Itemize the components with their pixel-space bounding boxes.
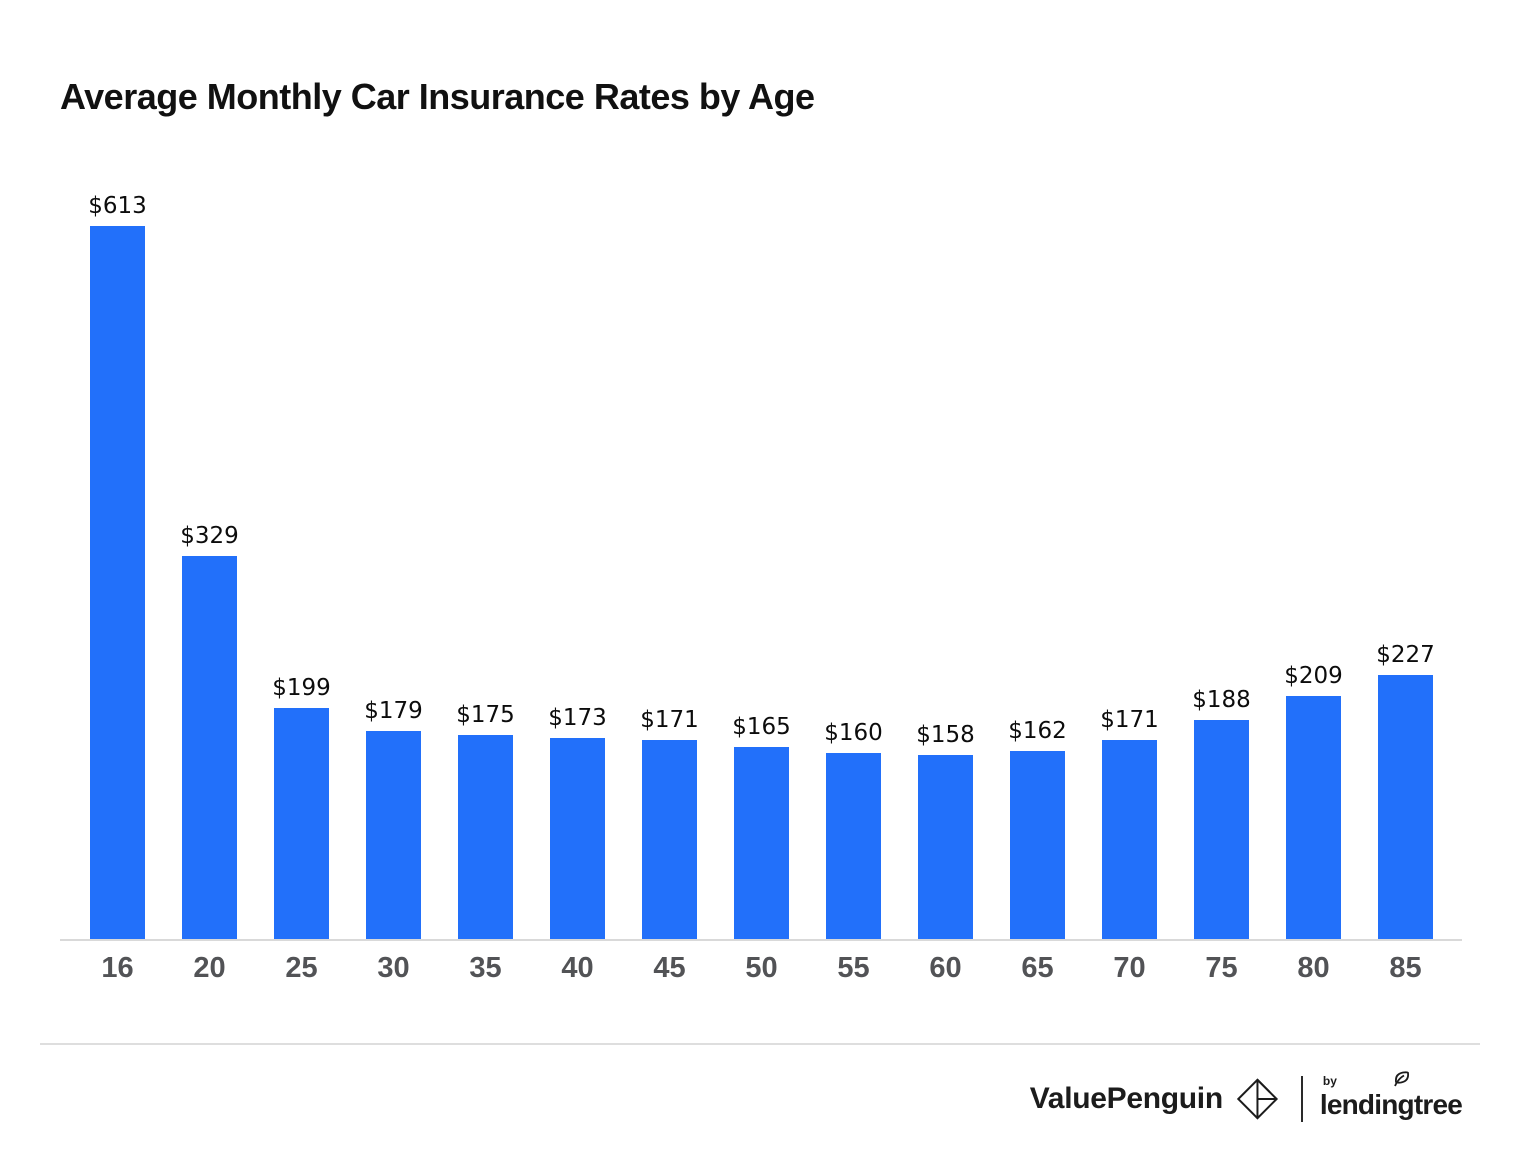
bar [1010,751,1065,939]
bar-value-label: $162 [1008,718,1067,744]
footer-branding: ValuePenguin by lendingtree [1029,1070,1463,1128]
bar-value-label: $171 [1100,707,1159,733]
bar [90,226,145,939]
bar [458,735,513,939]
valuepenguin-penguin-icon [1236,1078,1278,1120]
x-axis-tick-label: 85 [1389,952,1422,984]
bar-group: $227 [1376,642,1435,939]
valuepenguin-wordmark: ValuePenguin [1029,1082,1223,1115]
bar [734,747,789,939]
x-axis-labels: 16 20 25 30 35 40 45 50 55 60 65 70 75 80 85 [90,952,1433,985]
bar-value-label: $171 [640,707,699,733]
x-axis-tick-label: 45 [653,952,686,984]
x-axis-tick-label: 35 [469,952,502,984]
x-axis-tick-label: 30 [377,952,410,984]
bar [918,755,973,939]
x-axis-tick-label: 25 [285,952,318,984]
bar [1102,740,1157,939]
bar-group: $165 [732,714,791,939]
bar-value-label: $613 [88,193,147,219]
bar-value-label: $165 [732,714,791,740]
bar-group: $171 [640,707,699,939]
bar [182,556,237,939]
lendingtree-leaf-icon [1394,1071,1409,1087]
bar-value-label: $173 [548,705,607,731]
bar-value-label: $227 [1376,642,1435,668]
bar-group: $613 [88,193,147,939]
bar-value-label: $209 [1284,663,1343,689]
bar [1194,720,1249,939]
bar [274,708,329,939]
lendingtree-wordmark: lendingtree [1319,1089,1463,1120]
bar-value-label: $160 [824,720,883,746]
chart-title: Average Monthly Car Insurance Rates by A… [60,76,815,117]
bar [826,753,881,939]
bar [550,738,605,939]
x-axis-tick-label: 50 [745,952,778,984]
x-axis-tick-label: 60 [929,952,962,984]
bar-group: $173 [548,705,607,939]
bar-value-label: $199 [272,675,331,701]
footer-divider [40,1043,1480,1045]
bar-group: $158 [916,722,975,939]
bar-value-label: $158 [916,722,975,748]
bar-value-label: $329 [180,523,239,549]
lendingtree-logo: by lendingtree [1319,1071,1463,1121]
bar-group: $179 [364,698,423,939]
bar-group: $160 [824,720,883,939]
bar-group: $171 [1100,707,1159,939]
by-label: by [1322,1074,1337,1088]
bar [642,740,697,939]
bar [1378,675,1433,939]
bar-group: $329 [180,523,239,939]
footer-logo-divider [1300,1076,1303,1122]
bar-group: $199 [272,675,331,939]
x-axis-tick-label: 80 [1297,952,1330,984]
bar-group: $209 [1284,663,1343,939]
x-axis-tick-label: 55 [837,952,870,984]
x-axis-line [60,939,1462,941]
x-axis-tick-label: 75 [1205,952,1238,984]
bar [366,731,421,939]
bar [1286,696,1341,939]
x-axis-tick-label: 20 [193,952,226,984]
bar-group: $188 [1192,687,1251,939]
x-axis-tick-label: 65 [1021,952,1054,984]
bars-row: $613 $329 $199 $179 $175 $173 $171 $165 $160 $158… [88,189,1435,939]
bar-value-label: $179 [364,698,423,724]
bar-value-label: $175 [456,702,515,728]
bar-value-label: $188 [1192,687,1251,713]
bar-group: $162 [1008,718,1067,939]
x-axis-tick-label: 70 [1113,952,1146,984]
x-axis-tick-label: 16 [101,952,134,984]
x-axis-tick-label: 40 [561,952,594,984]
bar-group: $175 [456,702,515,939]
